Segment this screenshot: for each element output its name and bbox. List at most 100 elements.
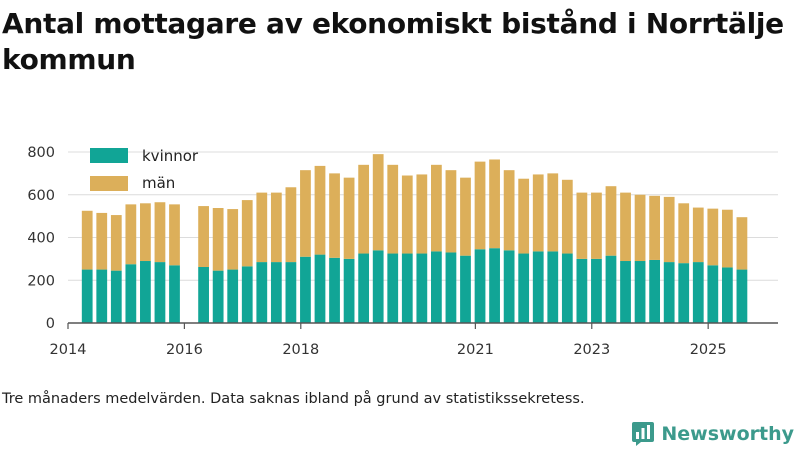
bar-man bbox=[445, 170, 457, 253]
bar-man bbox=[620, 192, 631, 262]
bar-man bbox=[358, 164, 370, 254]
bar-kvinnor bbox=[649, 259, 661, 323]
y-tick-label: 0 bbox=[46, 316, 55, 332]
bar-man bbox=[300, 170, 311, 257]
bar-kvinnor bbox=[140, 261, 151, 323]
brand: Newsworthy bbox=[631, 420, 794, 448]
chart-title: Antal mottagare av ekonomiskt bistånd i … bbox=[2, 7, 784, 76]
bar-man bbox=[431, 164, 442, 252]
bar-kvinnor bbox=[372, 250, 384, 323]
bar-man bbox=[416, 174, 428, 254]
bar-man bbox=[154, 202, 166, 263]
bar-kvinnor bbox=[169, 265, 180, 323]
stacked-bar-chart: 0 200 400 600 800 2014 2016 2018 2021 2023 2025 k… bbox=[27, 145, 778, 358]
bar-man bbox=[591, 192, 602, 259]
bar-man bbox=[401, 175, 413, 254]
bar-man bbox=[692, 207, 704, 263]
bar-man bbox=[460, 177, 471, 256]
bar-man bbox=[241, 200, 253, 267]
bar-kvinnor bbox=[154, 262, 166, 323]
bar-man bbox=[81, 210, 93, 270]
bar-man bbox=[285, 187, 297, 263]
bar-man bbox=[314, 165, 326, 255]
bar-kvinnor bbox=[198, 266, 209, 323]
y-tick-label: 400 bbox=[27, 231, 55, 247]
x-tick-label: 2014 bbox=[50, 342, 87, 358]
bar-kvinnor bbox=[634, 261, 646, 323]
bar-man bbox=[270, 192, 282, 263]
bar-man bbox=[387, 164, 399, 254]
bar-kvinnor bbox=[125, 264, 137, 323]
bar-man bbox=[125, 204, 137, 265]
bar-man bbox=[576, 192, 588, 259]
bar-man bbox=[227, 209, 239, 270]
bar-man bbox=[707, 208, 719, 266]
bar-kvinnor bbox=[387, 253, 399, 323]
bar-man bbox=[212, 208, 224, 271]
bar-kvinnor bbox=[212, 270, 224, 323]
bar-kvinnor bbox=[241, 266, 253, 323]
bar-kvinnor bbox=[227, 269, 239, 323]
bar-man bbox=[518, 178, 530, 254]
y-tick-label: 200 bbox=[27, 273, 55, 289]
bar-kvinnor bbox=[270, 262, 282, 323]
bar-man bbox=[489, 159, 500, 249]
bar-kvinnor bbox=[736, 269, 748, 323]
footnote: Tre månaders medelvärden. Data saknas ib… bbox=[2, 391, 585, 407]
x-tick-label: 2016 bbox=[166, 342, 203, 358]
bar-kvinnor bbox=[474, 249, 486, 323]
bar-kvinnor bbox=[678, 263, 690, 323]
y-tick-label: 800 bbox=[27, 145, 55, 161]
x-tick-label: 2021 bbox=[457, 342, 494, 358]
bar-man bbox=[372, 154, 384, 251]
bar-kvinnor bbox=[489, 248, 500, 323]
bar-man bbox=[561, 179, 573, 254]
bar-man bbox=[663, 196, 675, 263]
bar-kvinnor bbox=[81, 269, 93, 323]
bar-man bbox=[343, 177, 355, 259]
x-tick-label: 2025 bbox=[690, 342, 727, 358]
legend-swatch-man bbox=[90, 176, 128, 191]
bar-kvinnor bbox=[707, 265, 719, 323]
bar-man bbox=[474, 161, 486, 250]
y-tick-label: 600 bbox=[27, 188, 55, 204]
bar-man bbox=[198, 206, 209, 267]
bar-man bbox=[256, 192, 268, 263]
bar-kvinnor bbox=[256, 262, 268, 323]
bar-man bbox=[140, 203, 151, 262]
bar-kvinnor bbox=[110, 270, 122, 323]
bar-kvinnor bbox=[329, 257, 340, 323]
bar-kvinnor bbox=[358, 253, 370, 323]
y-axis-ticks: 0 200 400 600 800 bbox=[27, 145, 55, 332]
bar-kvinnor bbox=[300, 256, 311, 323]
bar-kvinnor bbox=[692, 262, 704, 323]
bar-kvinnor bbox=[503, 250, 515, 323]
bar-kvinnor bbox=[721, 267, 733, 323]
x-tick-label: 2023 bbox=[573, 342, 610, 358]
legend: kvinnor män bbox=[90, 147, 199, 192]
bar-kvinnor bbox=[605, 255, 617, 323]
bar-man bbox=[678, 203, 690, 264]
bar-kvinnor bbox=[561, 253, 573, 323]
bar-man bbox=[634, 194, 646, 262]
bar-man bbox=[649, 195, 661, 260]
bar-kvinnor bbox=[285, 262, 297, 323]
brand-name: Newsworthy bbox=[661, 423, 794, 445]
bar-kvinnor bbox=[445, 252, 457, 323]
legend-label-man: män bbox=[142, 174, 175, 192]
bars bbox=[81, 154, 748, 323]
bar-man bbox=[169, 204, 180, 266]
bar-kvinnor bbox=[663, 262, 675, 323]
bar-kvinnor bbox=[401, 253, 413, 323]
bar-kvinnor bbox=[518, 253, 530, 323]
bar-kvinnor bbox=[591, 258, 602, 323]
bar-man bbox=[503, 170, 515, 251]
bar-man bbox=[736, 217, 748, 270]
bar-man bbox=[721, 209, 733, 268]
bar-kvinnor bbox=[96, 269, 108, 323]
bar-kvinnor bbox=[431, 251, 442, 323]
legend-label-kvinnor: kvinnor bbox=[142, 147, 199, 165]
legend-swatch-kvinnor bbox=[90, 148, 128, 163]
bar-kvinnor bbox=[416, 253, 428, 323]
bar-kvinnor bbox=[343, 258, 355, 323]
